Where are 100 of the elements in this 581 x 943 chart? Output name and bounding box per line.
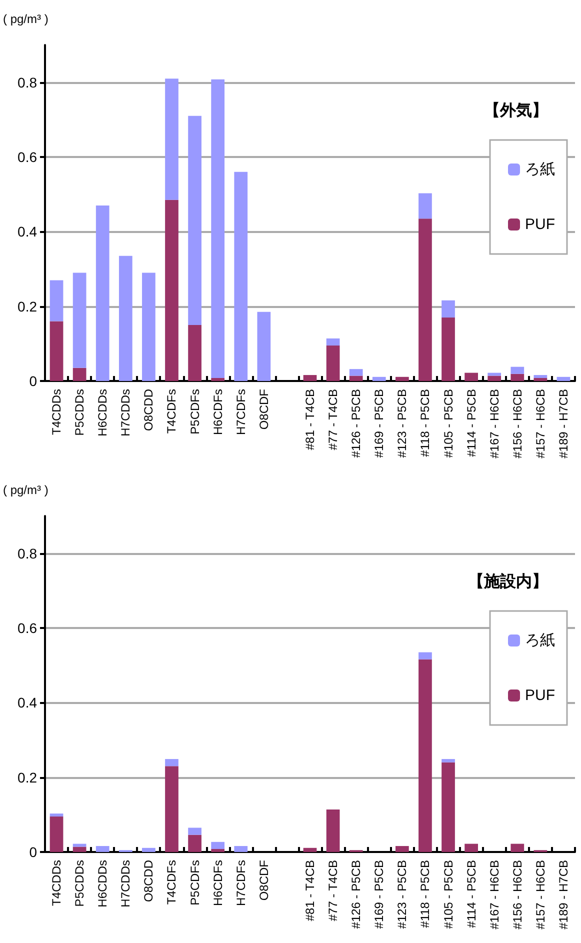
bar xyxy=(165,766,178,852)
x-tick-label: #123 - P5CB xyxy=(395,389,410,458)
x-tick-label: #118 - P5CB xyxy=(418,860,432,928)
x-tick-label: #157 - H6CB xyxy=(533,389,548,458)
bar xyxy=(188,325,202,381)
bar xyxy=(510,366,524,374)
x-tick-label: #118 - P5CB xyxy=(418,389,432,457)
x-tick-label: O8CDF xyxy=(256,389,271,430)
x-tick-label: #189 - H7CB xyxy=(556,389,570,458)
y-tick-label: 0 xyxy=(29,373,38,389)
bar xyxy=(418,218,432,381)
y-tick-label: 0 xyxy=(29,844,38,860)
x-tick-label: O8CDF xyxy=(256,860,271,901)
legend-label: PUF xyxy=(525,687,555,704)
bar xyxy=(211,842,225,850)
bar xyxy=(257,312,271,381)
legend-label: PUF xyxy=(525,216,555,233)
x-tick-label: O8CDD xyxy=(142,860,156,902)
bar xyxy=(395,846,409,852)
bar xyxy=(234,846,248,852)
x-tick-label: #169 - P5CB xyxy=(372,389,386,458)
x-tick-label: O8CDD xyxy=(142,388,156,432)
bar xyxy=(442,318,455,381)
x-tick-label: H7CDDs xyxy=(118,860,133,908)
x-tick-label: P5CDDs xyxy=(72,389,87,436)
x-tick-label: #114 - P5CB xyxy=(464,389,478,457)
bar xyxy=(395,376,409,381)
y-tick-label: 0.6 xyxy=(18,149,38,165)
x-tick-label: H6CDFs xyxy=(210,389,225,436)
bar xyxy=(418,193,432,219)
bar xyxy=(442,759,455,762)
bar xyxy=(165,78,178,200)
x-tick-label: #189 - H7CB xyxy=(556,860,570,930)
bar xyxy=(442,300,455,318)
bar xyxy=(234,172,248,381)
bar xyxy=(488,372,502,376)
x-tick-label: P5CDFs xyxy=(188,860,202,906)
legend-label: ろ紙 xyxy=(525,632,555,649)
bar xyxy=(326,809,340,852)
text: 【施設内】 xyxy=(468,572,548,590)
x-tick-label: T4CDFs xyxy=(164,389,179,434)
x-tick-label: P5CDDs xyxy=(72,860,87,907)
bar xyxy=(349,369,363,376)
bar xyxy=(418,659,432,852)
bar xyxy=(488,376,502,381)
x-tick-label: #157 - H6CB xyxy=(533,860,548,930)
x-tick-label: T4CDDs xyxy=(50,389,64,436)
bar xyxy=(50,816,64,852)
x-tick-label: #167 - H6CB xyxy=(487,389,502,458)
bar xyxy=(510,844,524,852)
bar xyxy=(326,338,340,346)
x-tick-label: #169 - P5CB xyxy=(372,860,386,929)
x-tick-label: T4CDFs xyxy=(164,860,179,905)
bar xyxy=(50,280,64,322)
bar xyxy=(372,376,386,381)
y-tick-label: 0.8 xyxy=(18,545,38,562)
x-tick-label: #156 - H6CB xyxy=(510,860,524,930)
y-tick-label: 0.6 xyxy=(18,620,38,636)
x-tick-label: H7CDFs xyxy=(234,860,248,906)
x-tick-label: #105 - P5CB xyxy=(441,860,456,929)
x-tick-label: #114 - P5CB xyxy=(464,860,478,928)
x-tick-label: #126 - P5CB xyxy=(349,860,364,929)
bar xyxy=(72,844,86,847)
bar xyxy=(72,272,86,368)
bar xyxy=(303,375,317,381)
x-tick-label: #81 - T4CB xyxy=(303,860,317,922)
x-tick-label: P5CDFs xyxy=(188,389,202,434)
bar xyxy=(534,375,548,378)
x-tick-label: H7CDDs xyxy=(118,389,133,436)
y-axis-title: ( pg/m³ ) xyxy=(3,483,48,497)
bar xyxy=(464,372,478,381)
bar xyxy=(211,79,225,378)
bar xyxy=(118,256,132,381)
text: 【外気】 xyxy=(484,102,548,120)
bar xyxy=(96,846,110,852)
bar xyxy=(418,652,432,660)
bar xyxy=(72,846,86,852)
bar xyxy=(188,116,202,325)
bar xyxy=(464,844,478,852)
y-tick-label: 0.2 xyxy=(18,298,38,314)
x-tick-label: #81 - T4CB xyxy=(303,389,317,450)
bar xyxy=(556,376,570,381)
x-tick-label: #77 - T4CB xyxy=(326,860,340,922)
bar xyxy=(349,376,363,381)
bar xyxy=(442,762,455,852)
y-tick-label: 0.4 xyxy=(18,224,38,240)
x-tick-label: H7CDFs xyxy=(234,389,248,436)
bar xyxy=(534,378,548,381)
x-tick-label: H6CDFs xyxy=(210,860,225,906)
x-tick-label: H6CDDs xyxy=(96,860,110,908)
bar xyxy=(50,814,64,817)
bar xyxy=(211,378,225,381)
x-tick-label: #77 - T4CB xyxy=(326,389,340,450)
bar xyxy=(72,368,86,381)
y-tick-label: 0.4 xyxy=(18,694,38,711)
x-tick-label: #105 - P5CB xyxy=(441,389,456,458)
bar xyxy=(142,848,156,852)
bar xyxy=(142,272,156,381)
bar xyxy=(303,848,317,852)
bar xyxy=(510,374,524,381)
